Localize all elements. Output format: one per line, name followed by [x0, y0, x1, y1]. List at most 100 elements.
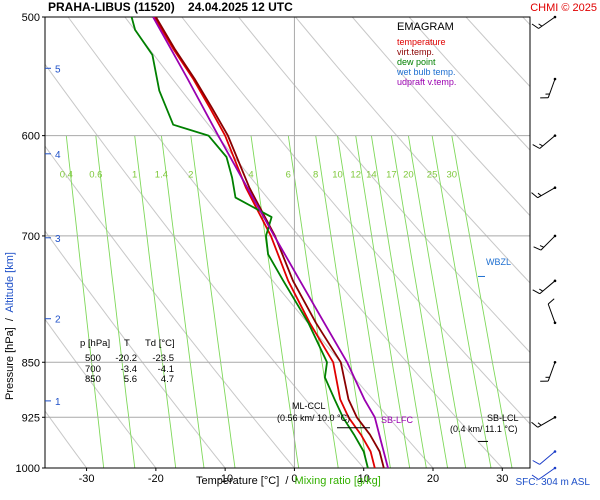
wind-barb-feather	[532, 460, 540, 465]
temperature-tick-label: 30	[496, 473, 508, 485]
wind-barb-station	[553, 415, 557, 419]
wind-barb-station	[553, 15, 557, 19]
series-line-temperature	[153, 17, 376, 468]
altitude-tick-label: 5	[55, 64, 61, 75]
table-cell: -4.1	[158, 364, 174, 375]
wind-barb-feather	[532, 144, 540, 149]
level-annotations: WBZL ML-CCL (0.56 km/ 10.0 °C) SB-LFC SB…	[277, 257, 519, 434]
mixing-ratio-label: 0.6	[89, 170, 102, 181]
wind-barb-feather	[537, 192, 542, 197]
wind-barb-staff	[538, 467, 556, 480]
temperature-tick-label: 10	[358, 473, 370, 485]
dry-adiabat	[45, 230, 226, 468]
wind-barb-feather	[539, 143, 543, 147]
mixing-ratio-label: 17	[386, 170, 397, 181]
wind-barb-staff	[547, 78, 556, 98]
surface-elevation: SFC: 304 m ASL	[516, 477, 591, 488]
wind-barb-staff	[538, 16, 556, 29]
wind-barb-station	[553, 360, 557, 364]
dry-adiabat	[67, 17, 434, 468]
pressure-tick-label: 700	[22, 231, 40, 243]
temperature-tick-label: -30	[79, 473, 95, 485]
series-line-dew-point	[130, 17, 369, 468]
legend-item-updraft: udpraft v.temp.	[397, 77, 456, 87]
altitude-tick-label: 1	[55, 397, 61, 408]
credit-text: CHMI © 2025	[530, 2, 597, 14]
sb-lcl-label: SB-LCL	[487, 413, 519, 423]
mixing-ratio-line	[407, 135, 467, 468]
pressure-tick-label: 850	[22, 357, 40, 369]
wind-barb-staff	[547, 362, 556, 382]
table-cell: -20.2	[115, 353, 137, 364]
mixing-ratio-line	[250, 135, 300, 468]
mixing-ratio-label: 14	[366, 170, 377, 181]
mixing-ratio-label: 2	[188, 170, 193, 181]
wbzl-label: WBZL	[486, 257, 511, 267]
table-header-t: T	[124, 338, 130, 349]
legend-heading: EMAGRAM	[397, 21, 454, 33]
mixing-ratio-label: 1	[132, 170, 137, 181]
ml-ccl-label: ML-CCL	[292, 401, 326, 411]
wind-barb-feather	[547, 298, 555, 305]
legend-item-wet-bulb: wet bulb temp.	[396, 67, 456, 77]
wind-barb-station	[553, 450, 557, 453]
mixing-ratio-line	[390, 135, 449, 468]
legend-item-dew-point: dew point	[397, 57, 436, 67]
table-cell: 4.7	[161, 374, 174, 385]
temperature-tick-label: -10	[217, 473, 233, 485]
wind-barb-staff	[539, 451, 556, 465]
wind-barb-feather	[532, 289, 540, 295]
dry-adiabat	[45, 63, 365, 468]
axes: 0.4 0.6 1 1.4 2 4 6 8 10 12 14 17 20 25 30500600700850…	[16, 12, 509, 485]
pressure-tick-label: 1000	[16, 463, 40, 475]
mixing-ratio-label: 0.4	[60, 170, 73, 181]
wind-barb-feather	[531, 421, 539, 428]
pressure-tick-label: 500	[22, 12, 40, 24]
wind-barb-feather	[531, 23, 539, 29]
wind-barb-staff	[540, 235, 556, 251]
altitude-tick-label: 3	[55, 234, 61, 245]
mixing-ratio-label: 1.4	[155, 170, 168, 181]
mixing-ratio-line	[65, 135, 105, 468]
dry-adiabat	[45, 318, 157, 468]
mixing-ratio-line	[431, 135, 492, 468]
dry-adiabat	[124, 17, 503, 468]
dry-adiabat	[351, 17, 530, 217]
dry-adiabat	[237, 17, 530, 354]
dry-adiabat	[181, 17, 530, 425]
wind-barb-station	[553, 321, 557, 325]
pressure-tick-label: 925	[22, 412, 40, 424]
wind-barb-staff	[537, 416, 556, 428]
wind-barb-station	[553, 279, 557, 283]
mixing-ratio-line	[95, 135, 136, 468]
table-cell: 500	[85, 353, 101, 364]
mixing-ratio-line	[451, 135, 513, 468]
series-line-virt-temp	[155, 17, 385, 468]
wind-barb-staff	[539, 280, 556, 295]
mixing-ratio-label: 10	[332, 170, 343, 181]
temperature-tick-label: 0	[291, 473, 297, 485]
wind-barb-feather	[539, 245, 544, 248]
mixing-ratio-line	[355, 135, 411, 468]
dry-adiabats	[45, 0, 600, 468]
table-header-td: Td [°C]	[145, 338, 175, 349]
wind-barbs	[531, 15, 557, 480]
grid	[44, 16, 531, 469]
wind-barb-staff	[547, 303, 556, 323]
ml-ccl-detail: (0.56 km/ 10.0 °C)	[277, 413, 350, 423]
altitude-tick-label: 2	[55, 315, 61, 326]
wind-barb-station	[553, 186, 557, 190]
dry-adiabat	[554, 0, 600, 468]
mixing-ratio-label: 20	[403, 170, 414, 181]
profile-lines	[130, 17, 389, 468]
dry-adiabat	[522, 17, 530, 26]
wind-barb-station	[553, 234, 557, 238]
wind-barb-feather	[538, 23, 543, 27]
mixing-ratio-line	[337, 135, 391, 468]
legend-item-temperature: temperature	[397, 37, 446, 47]
dry-adiabat	[408, 17, 530, 151]
mixing-ratio-line	[370, 135, 427, 468]
plot-frame	[44, 16, 531, 469]
table-cell: 5.6	[124, 374, 137, 385]
table-cell: -23.5	[152, 353, 174, 364]
